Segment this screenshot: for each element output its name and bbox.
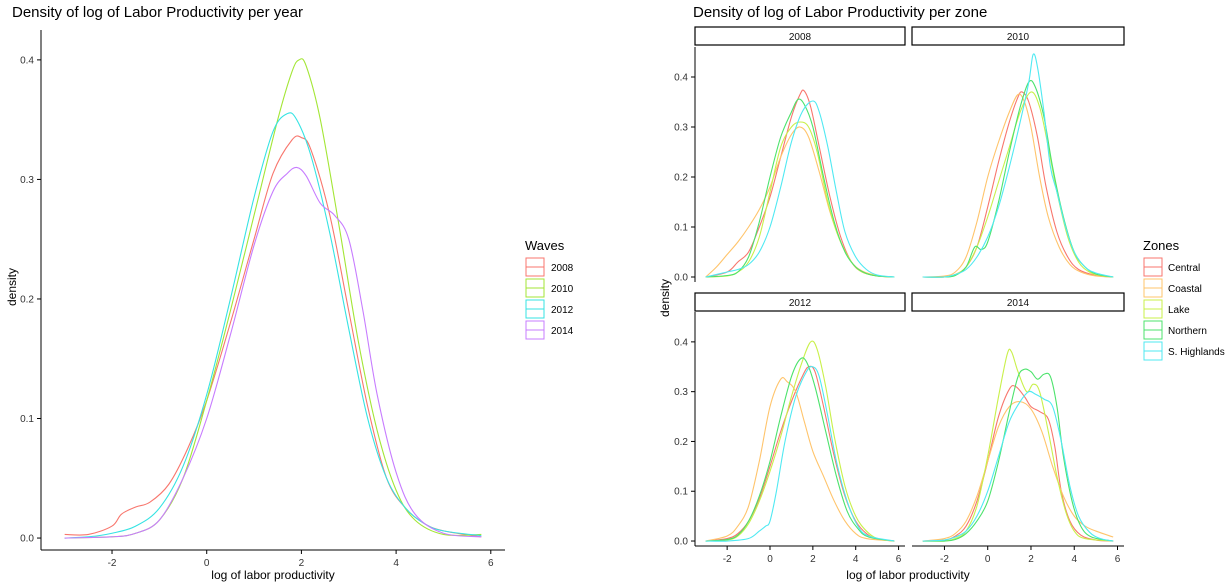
density-line-2014 bbox=[64, 166, 482, 539]
density-line-central bbox=[705, 89, 895, 278]
right-y-axis-label: density bbox=[658, 279, 672, 317]
left-y-tick-label: 0.0 bbox=[20, 534, 34, 545]
facet-x-tick-label: 4 bbox=[853, 554, 859, 565]
facet-strip bbox=[694, 292, 906, 312]
facet-panel-2008: 2008 0.0 0.1 0.2 0.3 0.4 bbox=[674, 26, 906, 284]
density-line-coastal bbox=[922, 400, 1114, 542]
left-y-tick-label: 0.4 bbox=[20, 55, 34, 66]
facet-x-tick-label: 0 bbox=[985, 554, 991, 565]
facet-strip-label: 2008 bbox=[789, 32, 812, 43]
facet-x-tick-label: 6 bbox=[1115, 554, 1121, 565]
left-y-tick-label: 0.3 bbox=[20, 175, 34, 186]
facet-strip bbox=[694, 26, 906, 46]
density-line-lake bbox=[922, 91, 1114, 278]
density-line-coastal bbox=[705, 377, 895, 542]
facet-y-tick-label: 0.3 bbox=[674, 123, 688, 134]
legend-label: Coastal bbox=[1168, 284, 1202, 295]
left-x-tick-label: 0 bbox=[204, 558, 210, 569]
density-line-northern bbox=[922, 80, 1114, 278]
waves-legend-title: Waves bbox=[525, 238, 565, 253]
left-x-ticks: -2 0 2 4 6 bbox=[108, 550, 494, 569]
density-line-central bbox=[922, 385, 1114, 542]
facet-strip bbox=[911, 292, 1125, 312]
facet-panel-2014: 2014 -2 0 2 4 6 bbox=[911, 292, 1125, 565]
left-density-chart: Density of log of Labor Productivity per… bbox=[5, 4, 574, 582]
facet-panels: 2008 0.0 0.1 0.2 0.3 0.4 2010 2012 0.0 0.1 0.2 0.3 0… bbox=[674, 26, 1125, 565]
left-y-tick-label: 0.1 bbox=[20, 414, 34, 425]
legend-label: Central bbox=[1168, 263, 1200, 274]
legend-label-2014: 2014 bbox=[551, 326, 574, 337]
density-line-northern bbox=[705, 98, 895, 278]
waves-legend: Waves 2008 2010 2012 2014 bbox=[525, 238, 574, 340]
facet-y-tick-label: 0.3 bbox=[674, 387, 688, 398]
legend-label-2008: 2008 bbox=[551, 263, 574, 274]
facet-x-tick-label: -2 bbox=[723, 554, 732, 565]
facet-y-tick-label: 0.0 bbox=[674, 273, 688, 284]
legend-label-2010: 2010 bbox=[551, 284, 574, 295]
legend-label-2012: 2012 bbox=[551, 305, 574, 316]
right-density-chart: Density of log of Labor Productivity per… bbox=[658, 4, 1225, 582]
left-x-tick-label: 6 bbox=[488, 558, 494, 569]
facet-x-tick-label: 4 bbox=[1071, 554, 1077, 565]
density-line-shighlands bbox=[922, 390, 1114, 542]
density-line-central bbox=[705, 365, 895, 542]
density-line-shighlands bbox=[705, 365, 895, 542]
facet-panel-2012: 2012 0.0 0.1 0.2 0.3 0.4 -2 0 2 4 6 bbox=[674, 292, 906, 565]
facet-x-tick-label: 0 bbox=[767, 554, 773, 565]
left-y-ticks: 0.0 0.1 0.2 0.3 0.4 bbox=[20, 55, 41, 545]
facet-strip-label: 2012 bbox=[789, 298, 812, 309]
density-line-northern bbox=[705, 357, 895, 542]
facet-y-tick-label: 0.2 bbox=[674, 437, 688, 448]
facet-x-tick-label: 2 bbox=[1028, 554, 1034, 565]
zones-legend-items: Central Coastal Lake Northern S. Highlands bbox=[1143, 257, 1225, 361]
facet-y-tick-label: 0.4 bbox=[674, 73, 688, 84]
density-line-coastal bbox=[705, 126, 895, 278]
waves-legend-items: 2008 2010 2012 2014 bbox=[525, 257, 574, 340]
facet-strip bbox=[911, 26, 1125, 46]
density-line-2008 bbox=[64, 135, 482, 538]
facet-y-tick-label: 0.2 bbox=[674, 173, 688, 184]
left-density-lines bbox=[64, 58, 482, 539]
density-line-lake bbox=[705, 121, 895, 278]
legend-label: Northern bbox=[1168, 326, 1207, 337]
right-x-axis-label: log of labor productivity bbox=[846, 568, 969, 582]
left-chart-title: Density of log of Labor Productivity per… bbox=[12, 4, 303, 21]
legend-label: Lake bbox=[1168, 305, 1190, 316]
left-x-tick-label: 2 bbox=[299, 558, 305, 569]
left-x-axis-label: log of labor productivity bbox=[211, 568, 334, 582]
facet-y-tick-label: 0.4 bbox=[674, 337, 688, 348]
facet-strip-label: 2014 bbox=[1007, 298, 1030, 309]
facet-x-tick-label: 6 bbox=[896, 554, 902, 565]
right-chart-title: Density of log of Labor Productivity per… bbox=[693, 4, 987, 21]
density-line-2012 bbox=[64, 112, 482, 539]
left-y-tick-label: 0.2 bbox=[20, 294, 34, 305]
facet-strip-label: 2010 bbox=[1007, 32, 1030, 43]
facet-y-tick-label: 0.1 bbox=[674, 223, 688, 234]
legend-label: S. Highlands bbox=[1168, 347, 1225, 358]
facet-x-tick-label: -2 bbox=[940, 554, 949, 565]
left-x-tick-label: 4 bbox=[393, 558, 399, 569]
density-line-shighlands bbox=[705, 100, 895, 278]
left-x-tick-label: -2 bbox=[108, 558, 117, 569]
facet-y-tick-label: 0.1 bbox=[674, 487, 688, 498]
density-line-northern bbox=[922, 368, 1114, 542]
zones-legend-title: Zones bbox=[1143, 238, 1180, 253]
density-line-coastal bbox=[922, 93, 1114, 278]
density-line-lake bbox=[705, 340, 895, 542]
facet-y-tick-label: 0.0 bbox=[674, 537, 688, 548]
left-y-axis-label: density bbox=[5, 268, 19, 306]
density-line-shighlands bbox=[922, 53, 1114, 278]
facet-panel-2010: 2010 bbox=[911, 26, 1125, 278]
zones-legend: Zones Central Coastal Lake Northern S. Highl… bbox=[1143, 238, 1225, 361]
facet-x-tick-label: 2 bbox=[810, 554, 816, 565]
